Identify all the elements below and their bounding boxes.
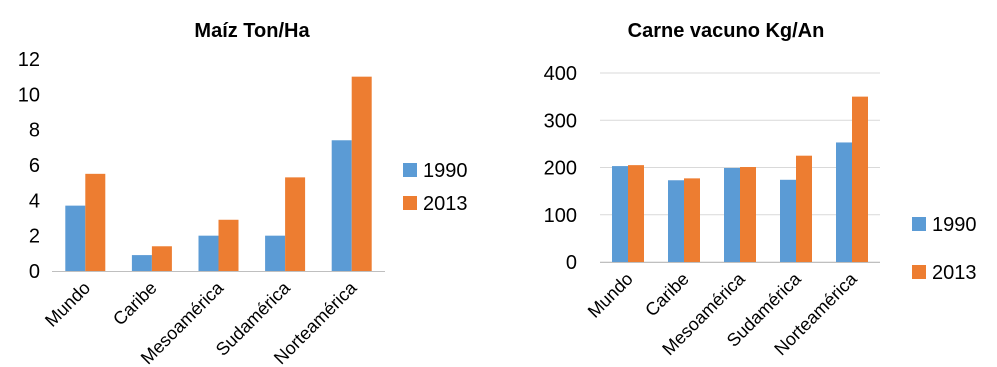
bar-2013-Mesoamérica [740,167,756,262]
y-tick-label: 200 [544,158,577,180]
y-tick-label: 12 [18,49,40,71]
y-tick-label: 2 [29,226,40,248]
chart-carne-svg: Carne vacuno Kg/An 0 100 200 300 400 Mundo Car… [544,20,977,359]
y-tick-label: 100 [544,205,577,227]
bar-1990-Mesoamérica [724,167,740,262]
bar-1990-Norteamérica [836,142,852,262]
y-tick-label: 300 [544,110,577,132]
legend-swatch-1990 [912,217,926,231]
legend-label-2013: 2013 [932,262,977,284]
bar-2013-Sudamérica [285,177,306,271]
y-tick-label: 4 [29,190,40,212]
x-category-label: Mundo [41,278,94,331]
y-tick-label: 0 [29,261,40,283]
x-category-label: Mundo [584,269,637,322]
y-tick-label: 400 [544,63,577,85]
legend-swatch-2013 [403,196,417,210]
bar-2013-Mundo [628,165,644,262]
legend-swatch-2013 [912,265,926,279]
bar-2013-Caribe [151,246,172,271]
y-tick-label: 10 [18,84,40,106]
bar-1990-Sudamérica [265,235,286,271]
bar-2013-Mesoamérica [218,219,239,271]
bar-1990-Norteamérica [331,140,352,271]
bar-2013-Caribe [684,178,700,262]
legend-label-1990: 1990 [932,214,977,236]
y-tick-label: 8 [29,120,40,142]
legend-label-1990: 1990 [423,160,468,182]
chart-maiz: Maíz Ton/Ha 0 2 4 6 8 10 12 Mundo Caribe Mesoamér… [18,20,468,367]
bar-2013-Norteamérica [351,76,372,272]
bar-1990-Mundo [65,205,86,271]
bar-1990-Sudamérica [780,179,796,262]
bar-1990-Caribe [131,255,152,271]
chart-title: Carne vacuno Kg/An [628,20,825,42]
chart-carne: Carne vacuno Kg/An 0 100 200 300 400 Mundo Car… [500,0,997,367]
y-tick-label: 0 [566,252,577,274]
chart-title: Maíz Ton/Ha [194,20,310,42]
y-tick-label: 6 [29,155,40,177]
legend-swatch-1990 [403,163,417,177]
bar-2013-Mundo [85,173,106,271]
x-category-label: Caribe [641,269,693,321]
bar-2013-Norteamérica [852,96,868,262]
bar-1990-Mundo [612,166,628,262]
bar-2013-Sudamérica [796,155,812,262]
bar-1990-Caribe [668,180,684,262]
x-category-label: Caribe [109,278,161,330]
legend-label-2013: 2013 [423,193,468,215]
bar-1990-Mesoamérica [198,235,219,271]
